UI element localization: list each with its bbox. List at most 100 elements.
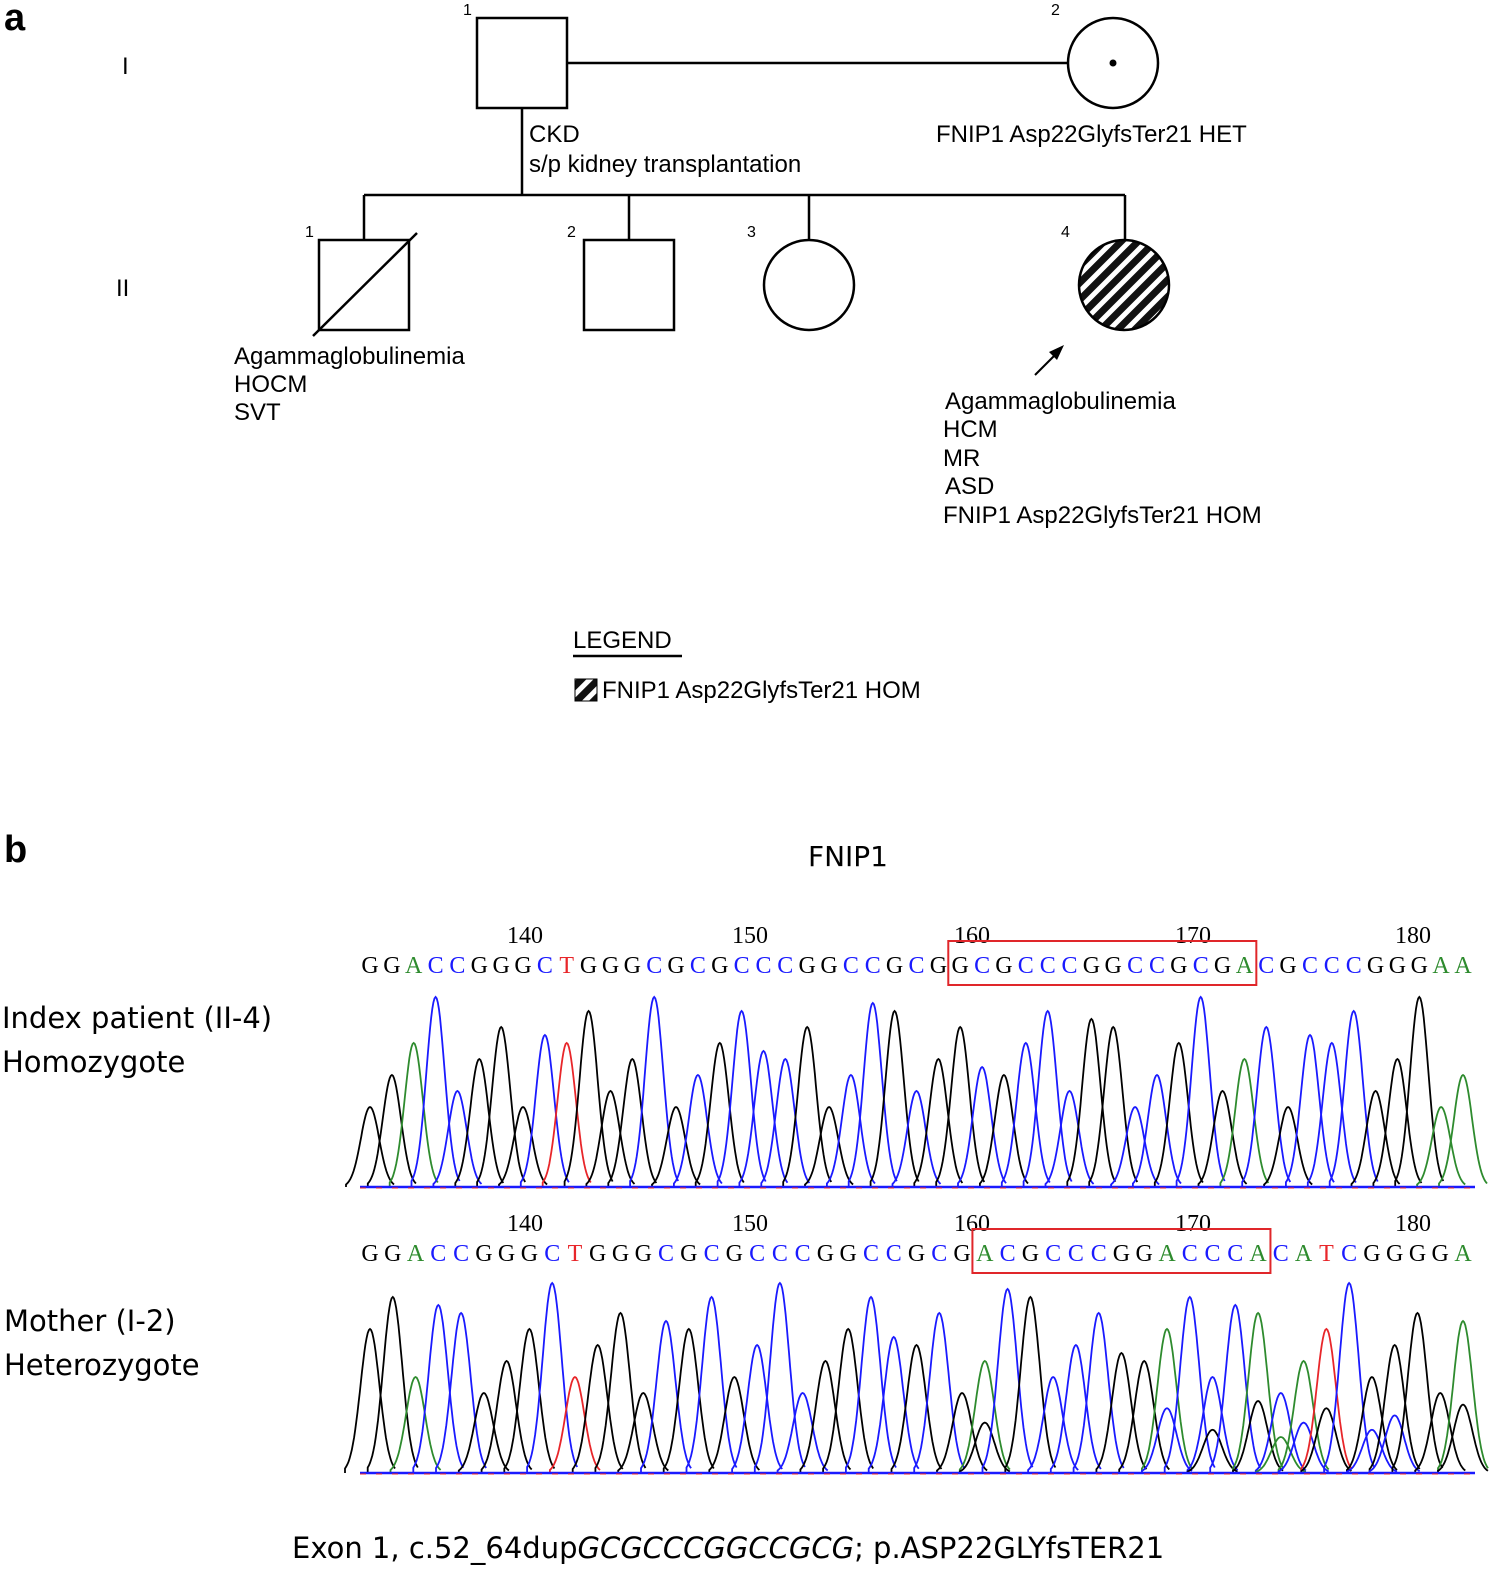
trace-peak [1153, 1041, 1204, 1187]
trace-peak [1141, 1407, 1193, 1473]
base-call-letter: G [361, 1241, 378, 1267]
base-call-letter: G [1105, 953, 1122, 979]
base-call-letter: G [521, 1241, 538, 1267]
base-call-letter: A [1454, 953, 1472, 979]
base-call-letter: G [840, 1241, 857, 1267]
individual-number: 3 [747, 224, 756, 241]
base-call-letter: C [795, 1241, 811, 1267]
trace-peak [1044, 1089, 1095, 1187]
trace-peak [1437, 1319, 1489, 1473]
trace-peak [1072, 1311, 1125, 1473]
trace-peak [1277, 1421, 1330, 1473]
base-call-letter: A [1249, 1241, 1267, 1267]
trace-peak [435, 1311, 487, 1473]
individual-II-2-male [582, 238, 676, 332]
pedigree-lines [362, 61, 1127, 240]
trace-peak [935, 1025, 986, 1187]
legend-hatch-swatch [574, 678, 598, 702]
trace-peak [822, 1327, 874, 1473]
note: SVT [234, 399, 281, 426]
base-call-letter: G [1279, 953, 1296, 979]
individual-number: 2 [1051, 2, 1060, 19]
panel-b-label: b [4, 829, 27, 871]
base-call-letter: C [843, 953, 859, 979]
legend-item: FNIP1 Asp22GlyfsTer21 HOM [602, 677, 921, 704]
base-call-letter: G [1389, 953, 1406, 979]
base-call-letter: G [1022, 1241, 1039, 1267]
duplication-highlight-box [947, 940, 1258, 986]
trace-peak [651, 1105, 701, 1187]
base-call-letter: C [1040, 953, 1056, 979]
trace-peak [571, 1343, 624, 1473]
trace-peak [1300, 1407, 1352, 1473]
base-call-letter: G [493, 953, 510, 979]
generation-I-label: I [122, 53, 129, 80]
position-tick-label: 180 [1395, 1211, 1431, 1237]
trace-peak [1219, 1057, 1270, 1187]
trace-peak [847, 1001, 898, 1187]
trace-peak [1163, 1295, 1216, 1473]
individual-I-1-male [475, 16, 569, 110]
trace-peak [1323, 1281, 1375, 1473]
base-call-letter: A [976, 1241, 994, 1267]
trace-peak [1197, 1089, 1248, 1187]
base-call-letter: C [537, 953, 553, 979]
track-1-subtitle: Homozygote [2, 1045, 185, 1079]
trace-peak [457, 1391, 510, 1473]
base-call-letter: C [544, 1241, 560, 1267]
caption-dup-sequence: GCGCCCGGCCGCG [577, 1531, 854, 1565]
base-call-letter: G [1409, 1241, 1426, 1267]
trace-peak [1346, 1428, 1398, 1473]
position-tick-label: 170 [1175, 923, 1211, 949]
trace-peak [776, 1391, 829, 1473]
base-call-letter: C [1302, 953, 1318, 979]
trace-peak [869, 1009, 920, 1187]
track-1-title: Index patient (II-4) [2, 1001, 272, 1035]
trace-peak [640, 1319, 692, 1473]
base-call-letter: G [589, 1241, 606, 1267]
base-call-letter: A [405, 953, 423, 979]
position-tick-label: 150 [732, 923, 768, 949]
trace-peak [753, 1281, 806, 1473]
panel-a-label: a [4, 0, 26, 39]
trace-peak [760, 1057, 811, 1187]
base-call-letter: G [995, 953, 1012, 979]
base-call-letter: C [1149, 953, 1165, 979]
base-call-letter: C [1018, 953, 1034, 979]
base-call-letter: C [449, 953, 465, 979]
individual-number: 1 [305, 224, 314, 241]
trace-peak [366, 1295, 419, 1473]
deceased-slash-icon [312, 232, 418, 337]
trace-peak [1110, 1105, 1160, 1187]
trace-peak [1285, 1033, 1335, 1187]
gene-title: FNIP1 [808, 840, 888, 873]
trace-peak [1300, 1327, 1353, 1473]
base-call-letter: C [931, 1241, 947, 1267]
base-call-letter: C [453, 1241, 469, 1267]
base-call-letter: C [755, 953, 771, 979]
note: s/p kidney transplantation [529, 151, 801, 178]
trace-peak [890, 1343, 943, 1473]
trace-peak [1049, 1343, 1102, 1473]
base-call-letter: G [498, 1241, 515, 1267]
base-call-letter: G [1136, 1241, 1153, 1267]
trace-peak [389, 1375, 442, 1473]
duplication-highlight-box [971, 1228, 1272, 1274]
trace-peak [1437, 1403, 1489, 1473]
trace-peak [1254, 1436, 1307, 1473]
base-call-letter: T [568, 1241, 583, 1267]
trace-peak [1306, 1041, 1357, 1187]
base-call-letter: G [952, 953, 969, 979]
individual-II-4-affected-female [1077, 238, 1171, 332]
trace-peak [410, 995, 461, 1187]
base-call-letter: G [711, 953, 728, 979]
base-call-letter: C [1127, 953, 1143, 979]
trace-peak [345, 1105, 395, 1187]
base-call-letter: C [1227, 1241, 1243, 1267]
trace-peak [694, 1041, 745, 1187]
base-call-letter: C [658, 1241, 674, 1267]
trace-peak [782, 1025, 832, 1187]
trace-peak [1328, 1009, 1379, 1187]
